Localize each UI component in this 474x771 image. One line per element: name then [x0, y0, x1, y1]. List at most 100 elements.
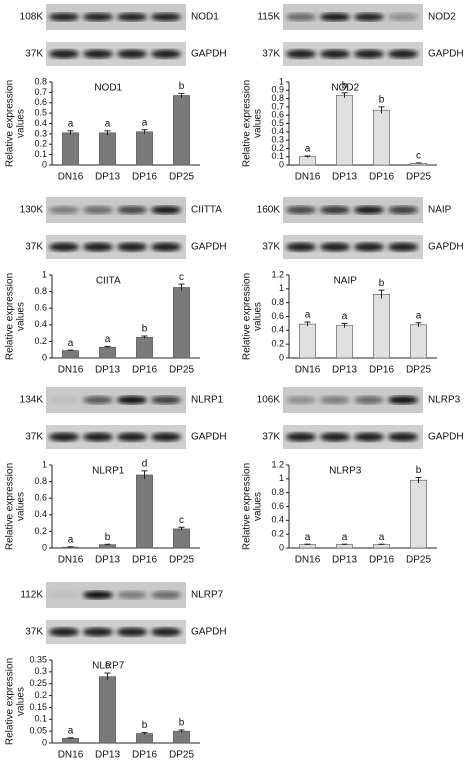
y-axis-label: Relative expression: [242, 273, 253, 360]
x-tick-label: DP13: [332, 172, 357, 183]
bar: [173, 287, 190, 359]
chart-title: NAIP: [334, 276, 358, 287]
bar: [62, 737, 79, 744]
blot-band: [83, 396, 113, 404]
x-tick-label: DP16: [369, 555, 394, 566]
y-axis-label: values: [253, 302, 264, 331]
significance-letter: a: [142, 117, 148, 128]
x-tick-label: DN16: [58, 365, 84, 376]
control-label: GAPDH: [191, 627, 227, 638]
y-tick-label: 0: [279, 352, 284, 362]
control-label: GAPDH: [428, 432, 464, 443]
y-tick-label: 1.2: [271, 459, 284, 469]
y-tick-label: 1.2: [271, 269, 284, 279]
blot-band: [354, 49, 384, 59]
significance-letter: a: [416, 310, 422, 321]
y-tick-label: 0.1: [34, 149, 47, 159]
x-tick-label: DN16: [295, 555, 321, 566]
y-tick-label: 0.4: [271, 515, 284, 525]
x-tick-label: DP25: [406, 365, 431, 376]
blot-band: [286, 432, 316, 442]
x-tick-label: DP13: [332, 555, 357, 566]
blot-band: [49, 627, 79, 637]
bar: [136, 336, 153, 359]
significance-letter: b: [105, 532, 111, 543]
blot-band: [320, 13, 350, 21]
panel: 112K NLRP7 37K GAPDH 00.05 0.1 0.15 0.2 0.25 0.3 0…: [5, 582, 227, 761]
y-tick-label: 0.6: [34, 303, 47, 313]
y-axis-label: values: [16, 109, 27, 138]
control-size: 37K: [262, 242, 280, 253]
y-tick-label: 0.25: [29, 678, 47, 688]
blot-band: [354, 13, 384, 21]
y-tick-label: 0: [42, 159, 47, 169]
y-tick-label: 0.2: [34, 336, 47, 346]
x-tick-label: DP16: [132, 172, 157, 183]
bar: [136, 474, 153, 549]
blot-band: [151, 242, 181, 252]
control-size: 37K: [262, 432, 280, 443]
blot-band: [83, 432, 113, 442]
bar: [62, 132, 79, 166]
significance-letter: b: [342, 80, 348, 91]
x-tick-label: DN16: [58, 172, 84, 183]
blot-band: [151, 591, 181, 599]
y-axis-label: values: [16, 687, 27, 716]
blot-band: [49, 206, 79, 214]
y-tick-label: 0.8: [271, 487, 284, 497]
bar: [373, 294, 390, 359]
blot-band: [83, 13, 113, 21]
blot-band: [151, 13, 181, 21]
y-tick-label: 0.3: [271, 134, 284, 144]
blot-band: [49, 13, 79, 21]
significance-letter: a: [68, 725, 74, 736]
blot-band: [151, 49, 181, 59]
chart-title: NOD1: [94, 83, 122, 94]
significance-letter: a: [68, 534, 74, 545]
control-size: 37K: [25, 432, 43, 443]
blot-band: [49, 49, 79, 59]
x-tick-label: DP25: [406, 172, 431, 183]
panel: 106K NLRP3 37K GAPDH 0 0.2 0.4 0.6 0.8 1 1.2 Relati…: [242, 387, 464, 566]
blot-label: CIITTA: [191, 205, 222, 216]
chart-title: NLRP3: [329, 466, 362, 477]
blot-size: 112K: [20, 590, 43, 601]
x-tick-label: DP13: [95, 555, 120, 566]
blot-band: [388, 206, 418, 214]
blot-band: [83, 591, 113, 599]
blot-band: [117, 627, 147, 637]
blot-band: [354, 432, 384, 442]
y-axis-label: Relative expression: [5, 463, 16, 550]
y-axis-label: values: [253, 109, 264, 138]
y-tick-label: 0: [42, 542, 47, 552]
y-tick-label: 0.6: [271, 311, 284, 321]
x-tick-label: DP13: [95, 172, 120, 183]
y-tick-label: 0.5: [34, 108, 47, 118]
blot-band: [286, 13, 316, 21]
blot-label: NOD1: [191, 12, 219, 23]
x-tick-label: DN16: [295, 365, 321, 376]
y-tick-label: 0.8: [34, 286, 47, 296]
bar: [136, 131, 153, 166]
y-axis-label: values: [16, 302, 27, 331]
blot-band: [388, 396, 418, 404]
y-tick-label: 0.1: [34, 714, 47, 724]
significance-letter: d: [142, 458, 148, 469]
blot-band: [388, 13, 418, 21]
y-tick-label: 0.6: [271, 501, 284, 511]
significance-letter: a: [68, 118, 74, 129]
blot-band: [354, 396, 384, 404]
significance-letter: c: [416, 151, 421, 162]
y-tick-label: 0: [279, 159, 284, 169]
bar: [99, 676, 116, 744]
bar: [99, 132, 116, 166]
blot-band: [320, 396, 350, 404]
significance-letter: b: [142, 720, 148, 731]
blot-band: [388, 49, 418, 59]
x-tick-label: DP25: [406, 555, 431, 566]
significance-letter: a: [305, 532, 311, 543]
significance-letter: a: [342, 532, 348, 543]
y-axis-label: Relative expression: [5, 273, 16, 360]
bar: [373, 544, 390, 549]
